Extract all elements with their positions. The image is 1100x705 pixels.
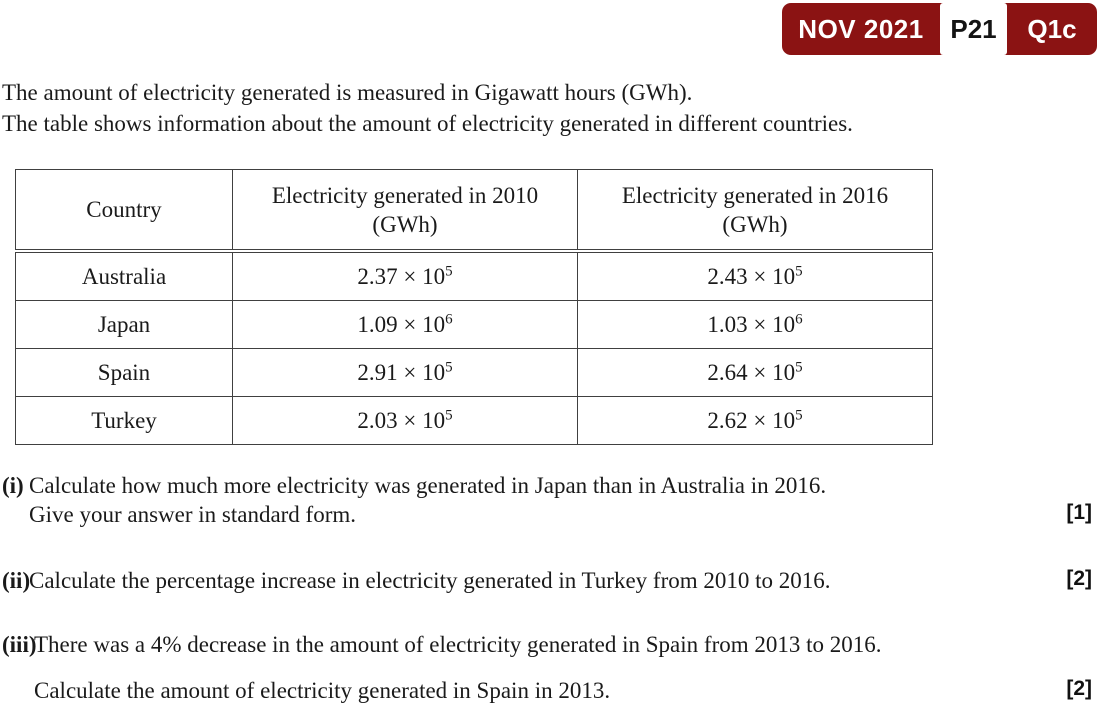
value-2016-cell: 2.64 × 105 — [577, 348, 933, 397]
scientific-exponent: 5 — [795, 262, 803, 279]
value-2016-cell: 1.03 × 106 — [577, 300, 933, 349]
question-iii-label: (iii) — [2, 632, 37, 657]
header-2016-line2: (GWh) — [722, 211, 788, 237]
question-ii-label: (ii) — [2, 568, 31, 593]
electricity-table: Country Electricity generated in 2010 (G… — [15, 169, 933, 445]
scientific-base: 2.62 × 10 — [707, 407, 796, 433]
value-2016-cell: 2.62 × 105 — [577, 396, 933, 445]
header-2010-line1: Electricity generated in 2010 — [271, 182, 539, 208]
question-i: (i) Calculate how much more electricity … — [0, 471, 1100, 529]
scientific-base: 2.64 × 10 — [707, 359, 796, 385]
header-2010: Electricity generated in 2010 (GWh) — [232, 169, 578, 253]
scientific-exponent: 5 — [795, 358, 803, 375]
question-i-text: Calculate how much more electricity was … — [29, 471, 1022, 529]
header-row: Country Electricity generated in 2010 (G… — [15, 169, 933, 253]
question-i-label: (i) — [2, 473, 24, 498]
question-iii-text: There was a 4% decrease in the amount of… — [34, 630, 1022, 705]
session-label: NOV 2021 — [798, 13, 924, 44]
value-2010-cell: 2.91 × 105 — [232, 348, 578, 397]
country-cell: Australia — [15, 250, 233, 301]
paper-reference-badge: NOV 2021 P21 Q1c — [782, 3, 1097, 55]
scientific-exponent: 5 — [445, 262, 453, 279]
scientific-exponent: 5 — [445, 358, 453, 375]
intro-line-1: The amount of electricity generated is m… — [2, 80, 693, 105]
question-iii: (iii) There was a 4% decrease in the amo… — [0, 630, 1100, 705]
scientific-base: 1.03 × 10 — [707, 311, 796, 337]
question-ii-line1: Calculate the percentage increase in ele… — [29, 568, 831, 593]
country-cell: Japan — [15, 300, 233, 349]
marks-badge: [2] — [1066, 567, 1092, 590]
scientific-base: 2.43 × 10 — [707, 263, 796, 289]
header-country: Country — [15, 169, 233, 253]
scientific-base: 2.03 × 10 — [357, 407, 446, 433]
question-iii-line1: There was a 4% decrease in the amount of… — [34, 632, 882, 657]
value-2010-cell: 2.37 × 105 — [232, 250, 578, 301]
paper-number-label: P21 — [940, 3, 1007, 55]
table-row: Spain 2.91 × 105 2.64 × 105 — [15, 348, 933, 397]
header-country-label: Country — [86, 197, 162, 222]
question-iii-line2: Calculate the amount of electricity gene… — [34, 678, 611, 703]
question-i-line2: Give your answer in standard form. — [29, 502, 357, 527]
value-2010-cell: 1.09 × 106 — [232, 300, 578, 349]
question-ii: (ii) Calculate the percentage increase i… — [0, 566, 1100, 595]
scientific-base: 1.09 × 10 — [357, 311, 446, 337]
value-2016-cell: 2.43 × 105 — [577, 250, 933, 301]
marks-badge: [1] — [1066, 501, 1092, 524]
country-cell: Spain — [15, 348, 233, 397]
table-row: Australia 2.37 × 105 2.43 × 105 — [15, 250, 933, 301]
header-2016: Electricity generated in 2016 (GWh) — [577, 169, 933, 253]
scientific-exponent: 5 — [795, 406, 803, 423]
marks-badge: [2] — [1066, 677, 1092, 700]
table-row: Japan 1.09 × 106 1.03 × 106 — [15, 300, 933, 349]
intro-line-2: The table shows information about the am… — [2, 111, 853, 136]
table-row: Turkey 2.03 × 105 2.62 × 105 — [15, 396, 933, 445]
scientific-exponent: 6 — [445, 310, 453, 327]
question-number-label: Q1c — [1027, 13, 1077, 44]
scientific-base: 2.91 × 10 — [357, 359, 446, 385]
scientific-base: 2.37 × 10 — [357, 263, 446, 289]
scientific-exponent: 5 — [445, 406, 453, 423]
value-2010-cell: 2.03 × 105 — [232, 396, 578, 445]
table-header: Country Electricity generated in 2010 (G… — [15, 169, 933, 253]
header-2010-line2: (GWh) — [372, 211, 438, 237]
question-ii-text: Calculate the percentage increase in ele… — [29, 566, 1022, 595]
question-i-line1: Calculate how much more electricity was … — [29, 473, 827, 498]
intro-text: The amount of electricity generated is m… — [2, 77, 853, 139]
scientific-exponent: 6 — [795, 310, 803, 327]
country-cell: Turkey — [15, 396, 233, 445]
header-2016-line1: Electricity generated in 2016 — [621, 182, 889, 208]
